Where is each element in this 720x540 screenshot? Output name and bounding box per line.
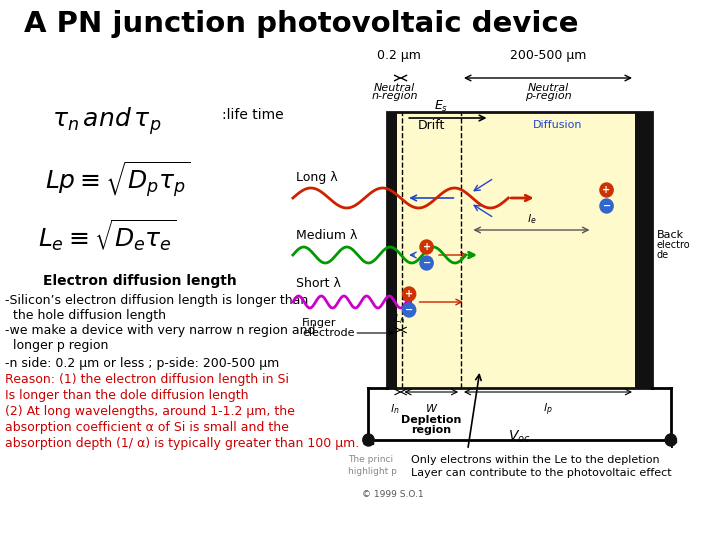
Text: −: − (603, 201, 611, 211)
Polygon shape (387, 112, 397, 388)
Text: :life time: :life time (222, 108, 284, 122)
Circle shape (402, 303, 415, 317)
Text: absorption coefficient α of Si is small and the: absorption coefficient α of Si is small … (5, 421, 289, 434)
Text: -Silicon’s electron diffusion length is longer than: -Silicon’s electron diffusion length is … (5, 294, 308, 307)
Text: Neutral: Neutral (527, 83, 569, 93)
Text: The princi: The princi (348, 455, 393, 464)
Text: highlight p: highlight p (348, 467, 397, 476)
Text: −: − (423, 258, 431, 268)
Circle shape (402, 287, 415, 301)
Circle shape (420, 240, 433, 254)
Text: +: + (405, 289, 413, 299)
Text: Finger: Finger (302, 318, 337, 328)
Text: longer p region: longer p region (5, 339, 108, 352)
Text: Medium λ: Medium λ (296, 229, 357, 242)
Text: $l_n$: $l_n$ (390, 402, 399, 416)
Text: absorption depth (1/ α) is typically greater than 100 μm.: absorption depth (1/ α) is typically gre… (5, 437, 359, 450)
Text: A PN junction photovoltaic device: A PN junction photovoltaic device (24, 10, 578, 38)
Text: $V_{oc}$: $V_{oc}$ (508, 429, 531, 445)
Text: Only electrons within the Le to the depletion: Only electrons within the Le to the depl… (411, 455, 660, 465)
Circle shape (600, 183, 613, 197)
Text: Diffusion: Diffusion (533, 120, 582, 130)
Text: 200-500 μm: 200-500 μm (510, 49, 586, 62)
Text: $Lp \equiv \sqrt{D_p\tau_p}$: $Lp \equiv \sqrt{D_p\tau_p}$ (45, 160, 191, 200)
Polygon shape (635, 112, 652, 388)
Text: Neutral: Neutral (374, 83, 415, 93)
Text: © 1999 S.O.1: © 1999 S.O.1 (362, 490, 423, 499)
Text: -we make a device with very narrow n region and: -we make a device with very narrow n reg… (5, 324, 315, 337)
Text: Short λ: Short λ (296, 277, 341, 290)
Text: de: de (657, 250, 669, 260)
Text: +: + (664, 434, 678, 452)
Text: $W$: $W$ (425, 402, 438, 414)
Text: $L_h$: $L_h$ (394, 312, 405, 326)
Text: Layer can contribute to the photovoltaic effect: Layer can contribute to the photovoltaic… (411, 468, 672, 478)
Circle shape (363, 434, 374, 446)
Circle shape (420, 256, 433, 270)
Text: +: + (603, 185, 611, 195)
Text: electrode: electrode (302, 328, 355, 338)
Circle shape (665, 434, 677, 446)
Polygon shape (387, 112, 652, 388)
Text: Is longer than the dole diffusion length: Is longer than the dole diffusion length (5, 389, 248, 402)
Text: (2) At long wavelengths, around 1-1.2 μm, the: (2) At long wavelengths, around 1-1.2 μm… (5, 405, 294, 418)
Text: $l_e$: $l_e$ (527, 212, 536, 226)
Text: Back: Back (657, 230, 684, 240)
Text: Depletion: Depletion (401, 415, 462, 425)
Text: $E_s$: $E_s$ (433, 99, 448, 114)
Text: Drift: Drift (418, 119, 445, 132)
Text: $L_e \equiv \sqrt{D_e\tau_e}$: $L_e \equiv \sqrt{D_e\tau_e}$ (37, 218, 176, 254)
Text: electro: electro (657, 240, 690, 250)
Circle shape (600, 199, 613, 213)
Text: −: − (405, 305, 413, 315)
Text: −: − (361, 434, 375, 452)
Text: $\tau_n\,and\,\tau_p$: $\tau_n\,and\,\tau_p$ (52, 105, 161, 137)
Text: +: + (423, 242, 431, 252)
Text: 0.2 μm: 0.2 μm (377, 49, 421, 62)
Text: $l_p$: $l_p$ (543, 402, 553, 418)
Text: n-region: n-region (372, 91, 418, 101)
Text: Electron diffusion length: Electron diffusion length (42, 274, 236, 288)
Text: region: region (411, 425, 451, 435)
Text: the hole diffusion length: the hole diffusion length (5, 309, 166, 322)
Text: Long λ: Long λ (296, 171, 338, 184)
Text: Reason: (1) the electron diffusion length in Si: Reason: (1) the electron diffusion lengt… (5, 373, 289, 386)
Text: p-region: p-region (525, 91, 571, 101)
Text: -n side: 0.2 μm or less ; p-side: 200-500 μm: -n side: 0.2 μm or less ; p-side: 200-50… (5, 357, 279, 370)
